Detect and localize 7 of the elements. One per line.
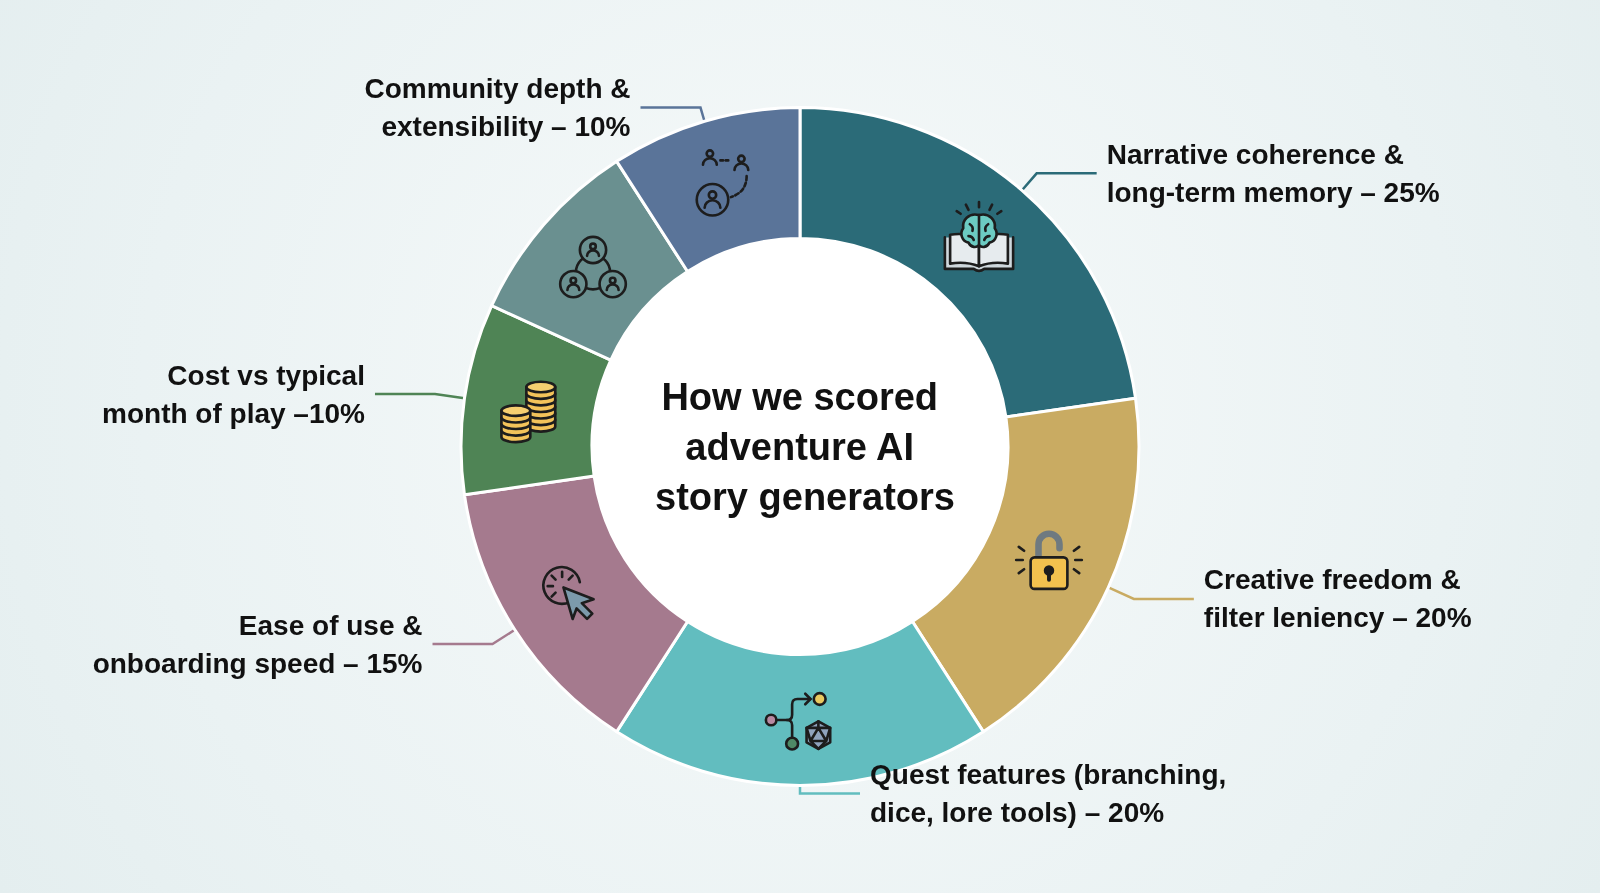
- text: How we scored adventure AI story generators: [655, 375, 955, 518]
- slice-label: Ease of use & onboarding speed – 15%: [92, 609, 423, 679]
- slice-label: Community depth & extensibility – 10%: [364, 73, 631, 143]
- slice-label: Creative freedom & filter leniency – 20%: [1203, 564, 1472, 634]
- slice-label: Quest features (branching, dice, lore tools) – 20%: [870, 759, 1227, 828]
- slice-label: Cost vs typical month of play –10%: [102, 359, 366, 429]
- slice-label: Narrative coherence & long-term memory – 25%: [1106, 138, 1440, 208]
